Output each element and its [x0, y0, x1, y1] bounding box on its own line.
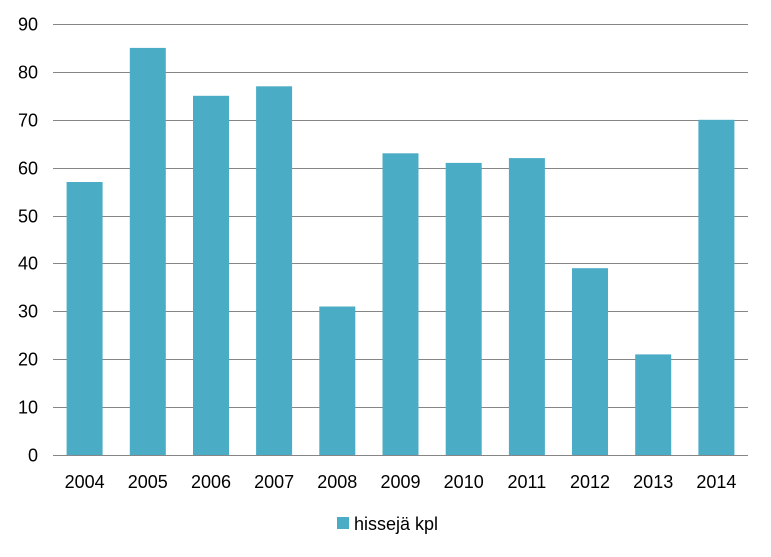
y-tick-label: 0: [28, 446, 38, 466]
bars: [66, 47, 735, 456]
legend-swatch: [337, 517, 349, 529]
x-tick-label: 2009: [380, 472, 420, 492]
x-tick-label: 2014: [696, 472, 736, 492]
legend-label: hissejä kpl: [354, 514, 438, 534]
y-tick-label: 40: [18, 254, 38, 274]
bar-2013: [635, 354, 672, 455]
bar-2012: [572, 268, 608, 455]
y-tick-label: 80: [18, 63, 38, 83]
bar-2009: [382, 153, 419, 456]
bar-2007: [256, 86, 293, 456]
bar-2010: [445, 162, 482, 455]
x-tick-label: 2005: [128, 472, 168, 492]
y-axis-ticks: 0 10 20 30 40 50 60 70 80 90: [18, 15, 38, 466]
legend: hissejä kpl: [337, 514, 438, 534]
bar-2005: [129, 47, 166, 456]
bar-2011: [508, 158, 545, 455]
x-tick-label: 2010: [444, 472, 484, 492]
x-tick-label: 2007: [254, 472, 294, 492]
x-tick-label: 2012: [570, 472, 610, 492]
y-tick-label: 50: [18, 207, 38, 227]
x-tick-label: 2006: [191, 472, 231, 492]
x-tick-label: 2004: [65, 472, 105, 492]
y-tick-label: 70: [18, 111, 38, 131]
x-tick-label: 2013: [633, 472, 673, 492]
bar-2004: [66, 182, 103, 455]
bar-2014: [698, 119, 735, 456]
bar-2006: [193, 95, 229, 456]
y-tick-label: 60: [18, 159, 38, 179]
bar-2008: [319, 306, 356, 455]
x-axis-ticks: 2004 2005 2006 2007 2008 2009 2010 2011 2012 2013…: [65, 472, 737, 492]
y-tick-label: 10: [18, 398, 38, 418]
x-tick-label: 2008: [317, 472, 357, 492]
x-tick-label: 2011: [508, 472, 547, 492]
y-tick-label: 90: [18, 15, 38, 35]
y-tick-label: 30: [18, 302, 38, 322]
y-tick-label: 20: [18, 350, 38, 370]
